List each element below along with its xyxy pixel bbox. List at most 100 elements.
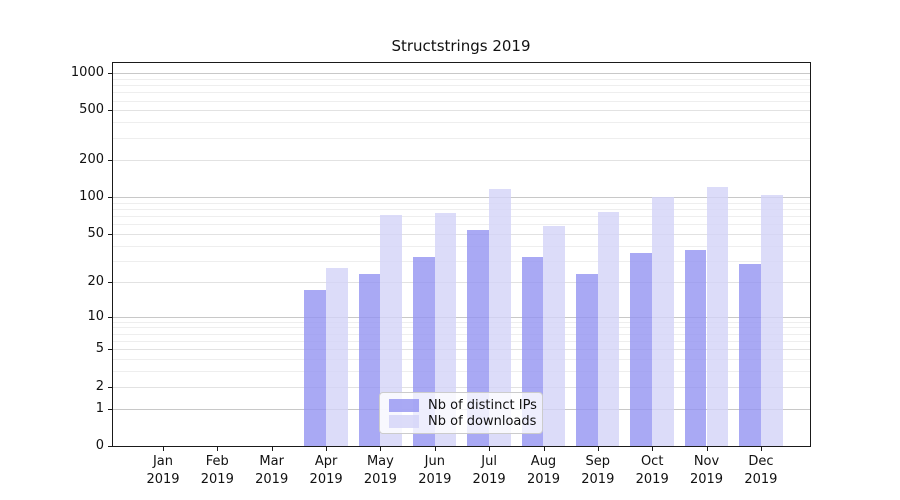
bar-distinct-ips: [467, 229, 490, 446]
x-tick-label: Feb 2019: [200, 454, 234, 487]
x-tick-label: Sep 2019: [581, 454, 615, 487]
x-tick-label: Mar 2019: [255, 454, 289, 487]
x-tick-mark: [434, 447, 436, 451]
y-tick-label: 1: [95, 400, 104, 416]
y-tick-mark: [108, 446, 112, 447]
x-tick-mark: [163, 447, 164, 451]
spine-left: [112, 62, 113, 447]
legend-swatch-downloads: [389, 415, 419, 428]
gridline-minor: [112, 321, 810, 323]
bar-downloads: [597, 211, 620, 446]
x-tick-label: May 2019: [363, 454, 397, 487]
gridline-minor: [112, 208, 810, 210]
bar-downloads: [489, 189, 511, 446]
gridline-major: [112, 196, 810, 198]
legend-label-downloads: Nb of downloads: [428, 414, 537, 429]
gridline-minor: [112, 122, 810, 124]
legend-label-distinct-ips: Nb of distinct IPs: [428, 398, 537, 413]
y-tick-label: 50: [87, 225, 104, 241]
x-tick-label: Apr 2019: [309, 454, 343, 487]
plot-area: [112, 62, 810, 446]
bar-distinct-ips: [576, 274, 598, 446]
gridline-minor: [112, 92, 810, 94]
gridline-minor: [112, 327, 810, 329]
y-tick-mark: [108, 196, 112, 198]
x-tick-mark: [760, 447, 762, 451]
y-tick-label: 0: [95, 438, 104, 453]
gridline-major: [112, 316, 810, 318]
chart-title: Structstrings 2019: [391, 37, 531, 55]
bar-downloads: [652, 197, 674, 446]
gridline-minor: [112, 224, 810, 226]
bar-distinct-ips: [304, 290, 326, 446]
gridline-major: [112, 73, 810, 74]
y-tick-mark: [108, 316, 112, 318]
gridline-minor: [112, 100, 810, 102]
gridline: [112, 110, 810, 112]
bar-downloads: [326, 268, 348, 446]
gridline-minor: [112, 137, 810, 139]
x-tick-mark: [706, 447, 708, 451]
gridline-minor: [112, 215, 810, 217]
gridline: [112, 281, 810, 283]
legend-item-downloads: Nb of downloads: [389, 414, 537, 429]
gridline-minor: [112, 341, 810, 342]
gridline-minor: [112, 371, 810, 373]
y-tick-mark: [108, 349, 112, 351]
bar-downloads: [706, 187, 729, 446]
y-tick-label: 100: [79, 188, 104, 204]
x-tick-label: Nov 2019: [689, 454, 724, 487]
x-tick-label: Jun 2019: [418, 454, 452, 487]
y-tick-label: 10: [87, 308, 104, 324]
x-tick-mark: [380, 447, 382, 451]
x-tick-mark: [271, 447, 273, 451]
spine-top: [112, 62, 811, 63]
y-tick-label: 1000: [70, 65, 104, 80]
spine-bottom: [112, 446, 811, 447]
gridline-minor: [112, 245, 810, 247]
y-tick-mark: [108, 159, 112, 161]
y-tick-label: 5: [95, 341, 104, 357]
bar-distinct-ips: [358, 274, 381, 446]
bar-downloads: [543, 225, 566, 446]
x-tick-label: Oct 2019: [635, 454, 669, 487]
bar-downloads: [434, 212, 457, 446]
x-tick-mark: [543, 447, 545, 451]
bar-downloads: [380, 215, 403, 446]
y-tick-label: 20: [87, 273, 104, 289]
gridline-minor: [112, 333, 810, 335]
gridline-minor: [112, 202, 810, 204]
y-tick-label: 2: [95, 378, 104, 394]
spine-right: [810, 62, 811, 447]
y-tick-mark: [108, 233, 112, 235]
y-tick-mark: [108, 110, 112, 112]
y-tick-mark: [108, 408, 112, 410]
y-tick-mark: [108, 386, 112, 388]
gridline-minor: [112, 78, 810, 80]
y-tick-mark: [108, 281, 112, 283]
legend-swatch-distinct-ips: [389, 399, 419, 412]
y-tick-label: 200: [79, 151, 104, 167]
y-tick-mark: [108, 73, 112, 74]
x-tick-label: Aug 2019: [526, 454, 561, 487]
x-tick-label: Jan 2019: [146, 454, 180, 487]
x-tick-mark: [489, 447, 491, 451]
y-tick-label: 500: [79, 102, 104, 118]
legend: Nb of distinct IPs Nb of downloads: [379, 392, 543, 434]
bar-downloads: [760, 194, 783, 446]
gridline: [112, 233, 810, 235]
bar-distinct-ips: [739, 264, 761, 446]
x-tick-mark: [326, 447, 328, 451]
x-tick-mark: [652, 447, 654, 451]
bar-distinct-ips: [684, 249, 707, 446]
gridline: [112, 349, 810, 351]
x-tick-label: Jul 2019: [472, 454, 506, 487]
gridline-minor: [112, 85, 810, 87]
gridline: [112, 159, 810, 161]
bar-distinct-ips: [630, 252, 653, 446]
x-tick-mark: [217, 447, 219, 451]
gridline: [112, 386, 810, 388]
x-tick-label: Dec 2019: [744, 454, 778, 487]
gridline-minor: [112, 359, 810, 361]
